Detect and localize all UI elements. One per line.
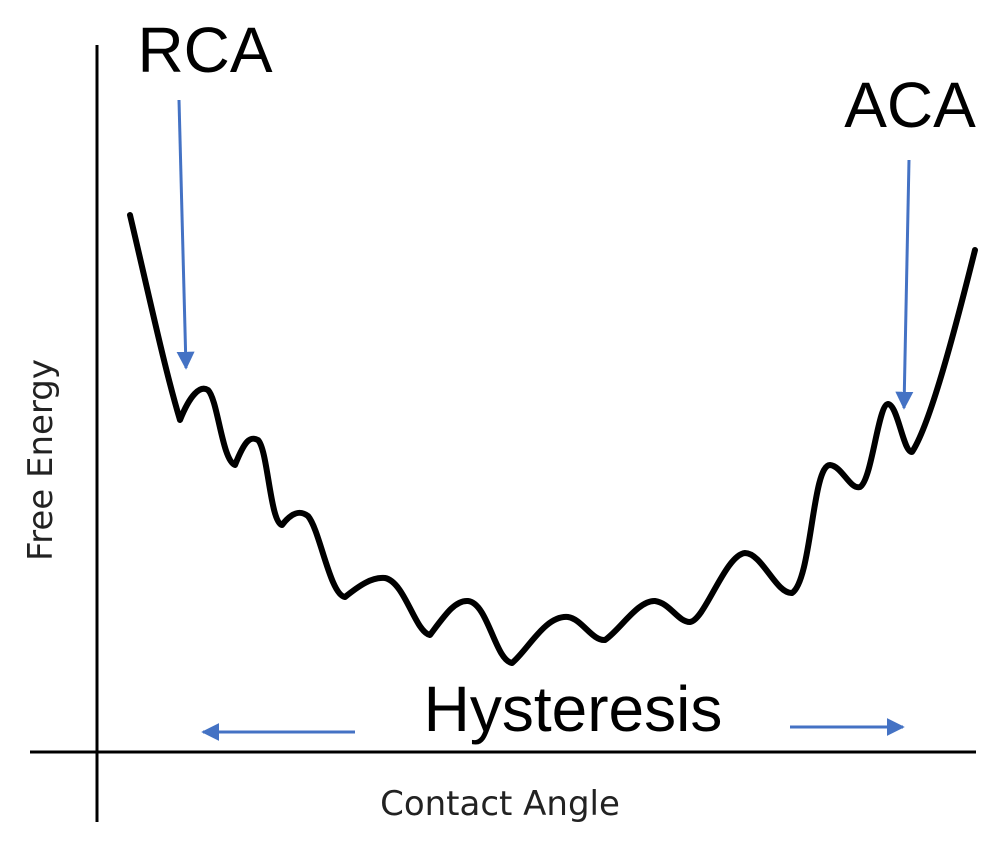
aca-arrow bbox=[895, 159, 914, 410]
rca-label: RCA bbox=[137, 14, 272, 86]
x-axis-label: Contact Angle bbox=[380, 784, 620, 824]
rca-arrow bbox=[176, 99, 195, 370]
y-axis-label: Free Energy bbox=[21, 359, 61, 561]
aca-label: ACA bbox=[844, 69, 976, 141]
hysteresis-label: Hysteresis bbox=[424, 673, 723, 745]
free-energy-curve bbox=[127, 212, 978, 666]
